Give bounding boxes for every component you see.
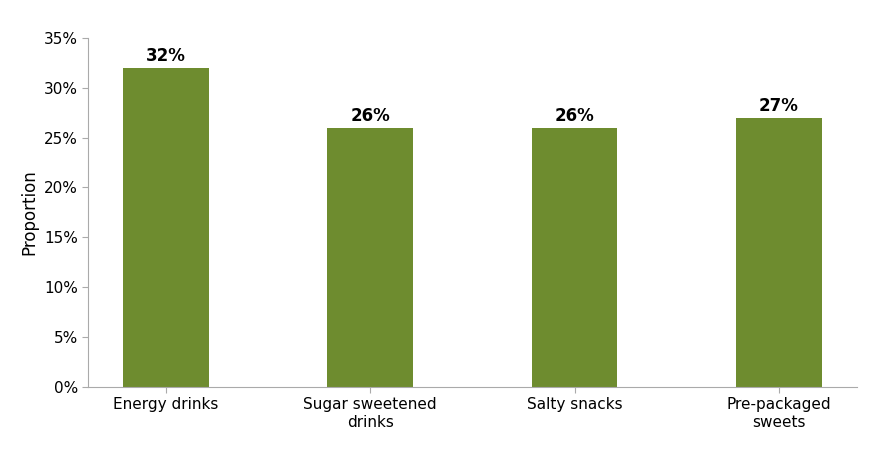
Bar bbox=[328, 127, 413, 387]
Bar bbox=[124, 67, 209, 387]
Bar bbox=[532, 127, 617, 387]
Text: 32%: 32% bbox=[147, 47, 186, 65]
Text: 27%: 27% bbox=[758, 97, 798, 115]
Bar bbox=[736, 118, 821, 387]
Text: 26%: 26% bbox=[351, 107, 390, 125]
Y-axis label: Proportion: Proportion bbox=[20, 169, 38, 255]
Text: 26%: 26% bbox=[555, 107, 594, 125]
